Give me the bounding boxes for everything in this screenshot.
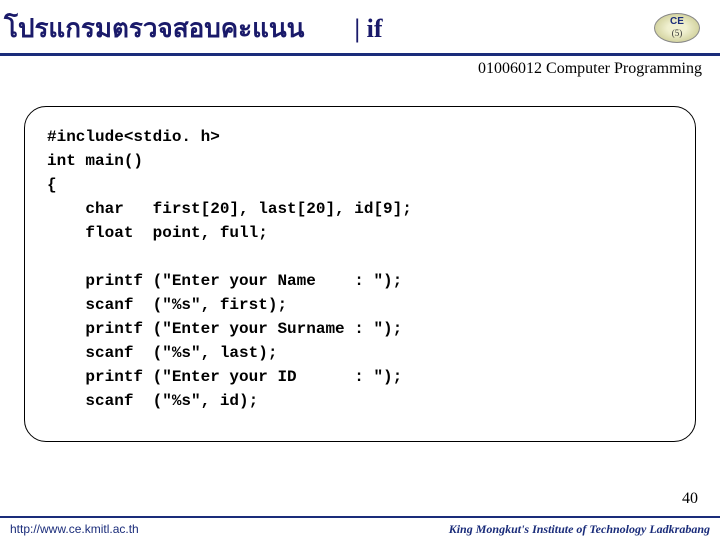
slide-footer: http://www.ce.kmitl.ac.th King Mongkut's… [0,516,720,540]
slide-header: โปรแกรมตรวจสอบคะแนน | if CE (5) [0,0,720,56]
title-if: | if [354,14,382,44]
logo-text: CE [670,16,684,27]
course-code: 01006012 Computer Programming [0,56,720,78]
logo-icon: CE (5) [654,13,702,45]
header-left: โปรแกรมตรวจสอบคะแนน | if [4,8,382,49]
footer-url: http://www.ce.kmitl.ac.th [10,522,139,536]
logo-pagehint: (5) [672,28,683,38]
footer-institution: King Mongkut's Institute of Technology L… [449,522,710,537]
title-thai: โปรแกรมตรวจสอบคะแนน [4,8,304,49]
page-number: 40 [682,490,698,508]
code-block: #include<stdio. h> int main() { char fir… [24,106,696,442]
logo-ellipse: CE (5) [654,13,700,43]
